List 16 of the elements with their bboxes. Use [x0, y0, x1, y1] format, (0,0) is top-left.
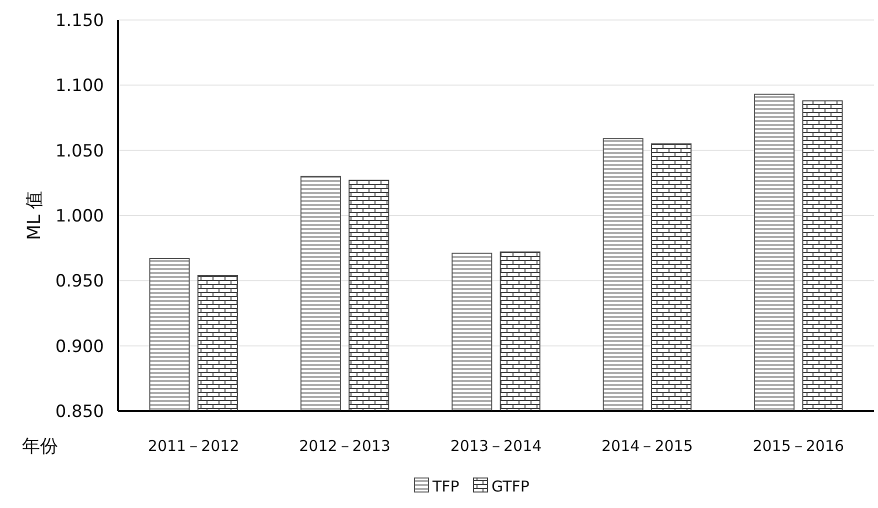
y-tick-label: 1.000 — [55, 206, 104, 226]
legend-label: TFP — [432, 477, 460, 496]
y-tick-label: 0.900 — [55, 336, 104, 357]
y-tick-label: 0.850 — [55, 402, 104, 422]
x-tick-label: 2013－2014 — [450, 437, 542, 455]
x-tick-label: 2014－2015 — [602, 437, 693, 455]
x-tick-label: 2012－2013 — [299, 437, 390, 455]
y-tick-label: 1.150 — [55, 10, 104, 31]
x-axis-title: 年份 — [22, 436, 58, 457]
y-tick-label: 0.950 — [55, 272, 104, 292]
x-tick-label: 2011－2012 — [148, 437, 240, 455]
y-axis-title: ML 值 — [24, 190, 45, 240]
legend-label: GTFP — [492, 477, 530, 496]
y-tick-label: 1.100 — [55, 76, 104, 96]
x-tick-label: 2015－2016 — [752, 437, 844, 455]
y-tick-label: 1.050 — [55, 141, 104, 162]
